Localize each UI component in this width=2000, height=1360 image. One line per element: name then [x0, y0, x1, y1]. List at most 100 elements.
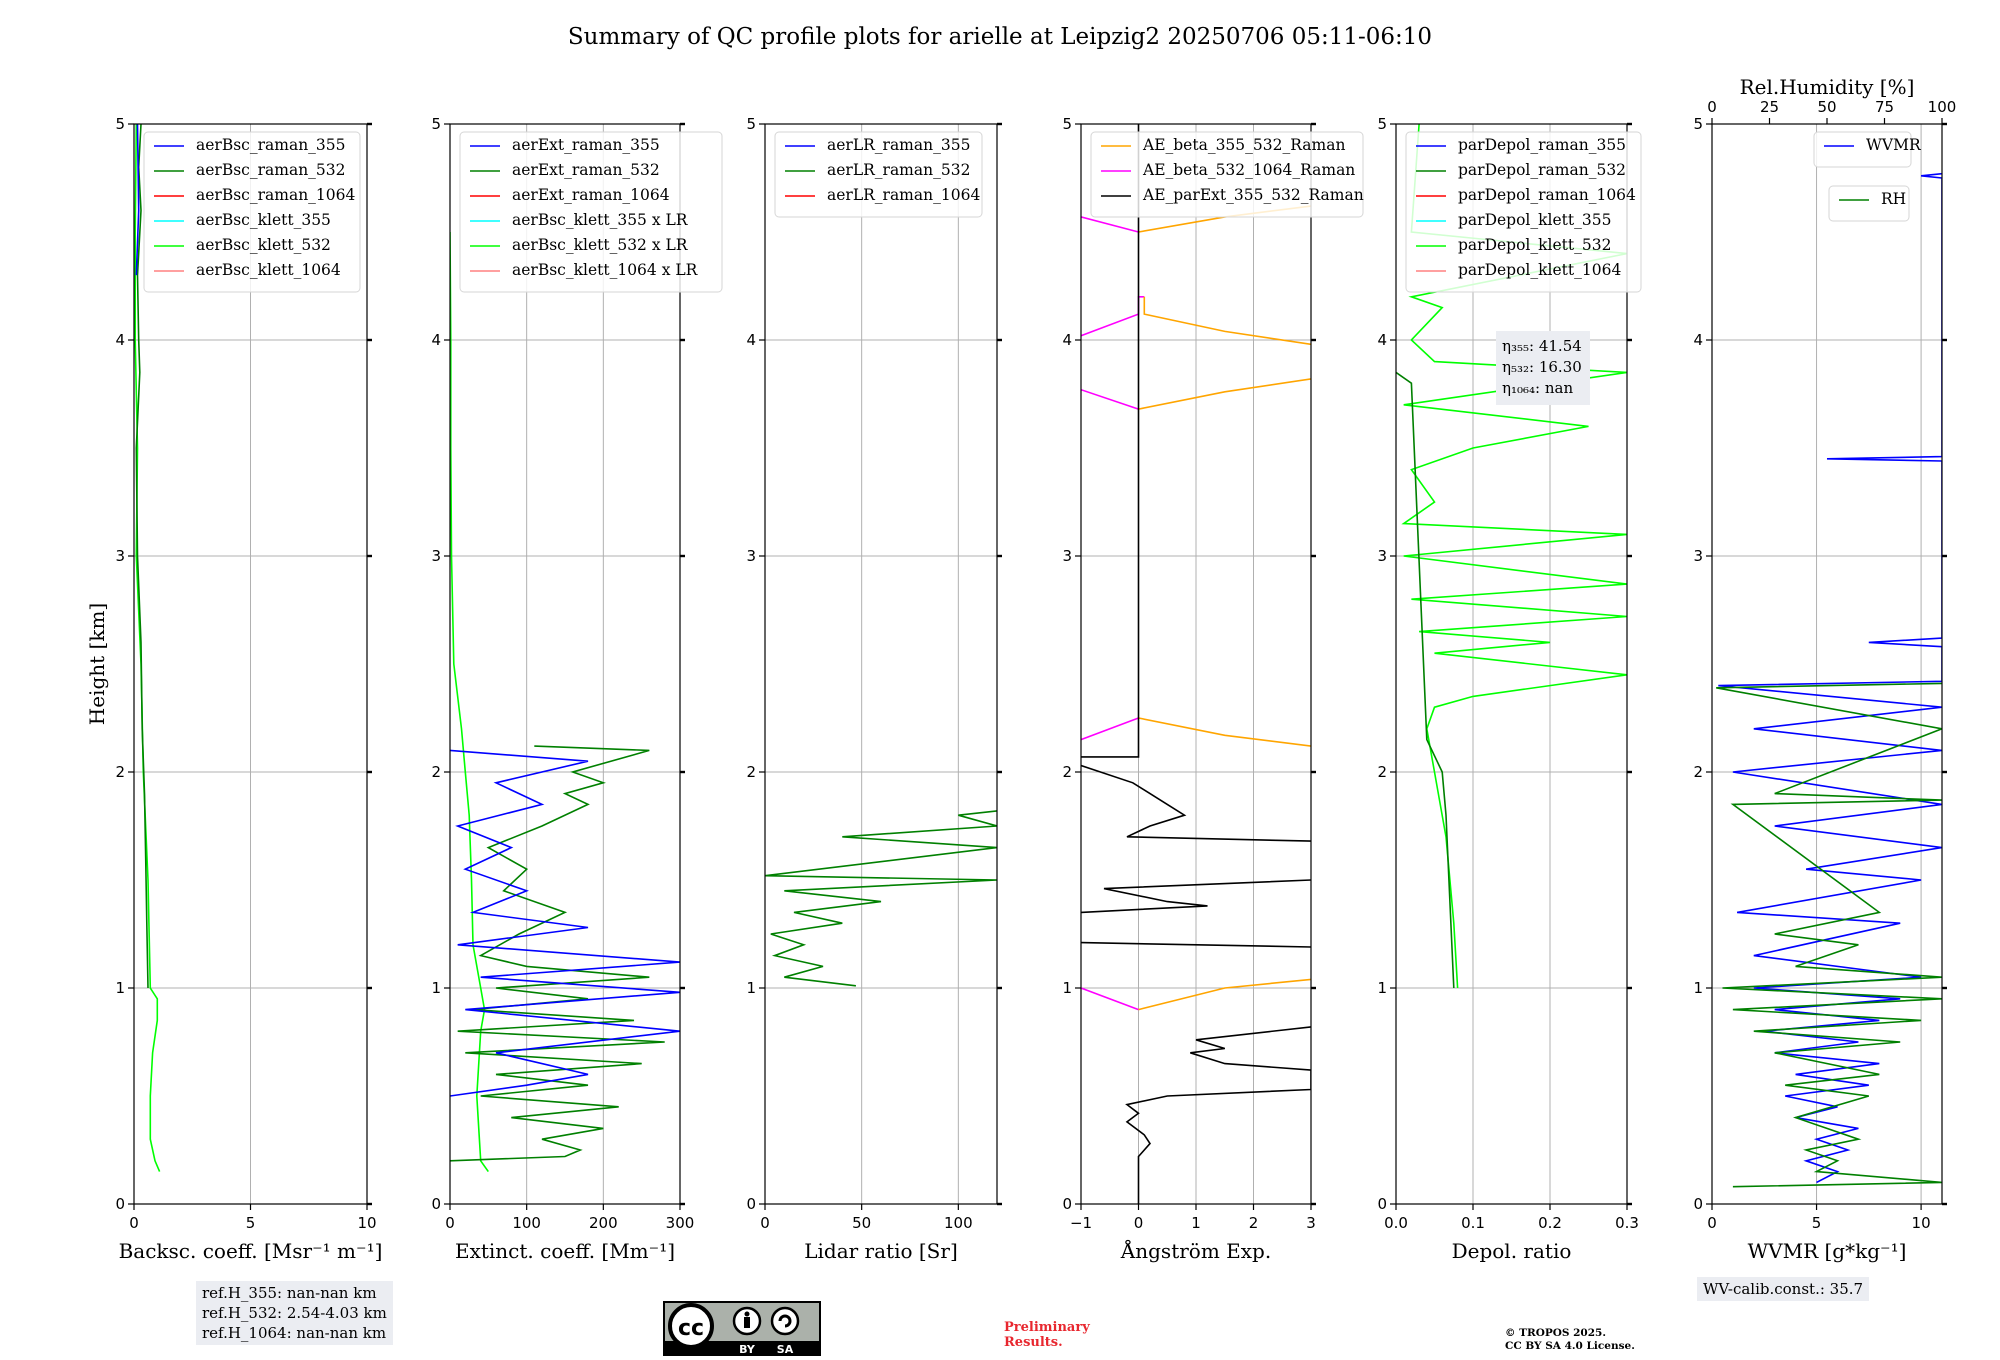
- reference-height-box: ref.H_355: nan-nan km ref.H_532: 2.54-4.…: [196, 1281, 393, 1345]
- copyright-line-1: © TROPOS 2025.: [1505, 1327, 1607, 1339]
- legend-entry: AE_parExt_355_532_Raman: [1142, 186, 1364, 204]
- legend-entry: parDepol_raman_532: [1458, 161, 1626, 179]
- legend-entry: aerBsc_klett_532 x LR: [512, 236, 689, 254]
- legend-frame: [774, 131, 983, 218]
- top-x-tick-label: 0: [1707, 98, 1717, 116]
- chart-legend: WVMR: [1813, 131, 1922, 168]
- x-tick-label: 10: [1912, 1214, 1931, 1232]
- y-tick-label: 2: [746, 763, 756, 781]
- legend-entry: aerBsc_klett_532: [196, 236, 331, 254]
- top-x-tick-label: 100: [1928, 98, 1957, 116]
- x-axis-label: Ångström Exp.: [1120, 1238, 1271, 1263]
- x-tick-label: 2: [1249, 1214, 1259, 1232]
- axes-frame: [1711, 123, 1943, 1205]
- axes-frame: [764, 123, 998, 1205]
- series-parDepol_klett_532: [1401, 124, 1627, 989]
- y-tick-label: 3: [431, 547, 441, 565]
- chart-legend: parDepol_raman_355 parDepol_raman_532 parD…: [1405, 131, 1642, 293]
- series-aerBsc_raman_355: [135, 124, 140, 276]
- y-tick-label: 2: [431, 763, 441, 781]
- x-axis-label: Backsc. coeff. [Msr⁻¹ m⁻¹]: [119, 1239, 383, 1263]
- y-tick-label: 5: [115, 115, 125, 133]
- x-tick-label: 50: [852, 1214, 871, 1232]
- top-x-tick-label: 25: [1760, 98, 1779, 116]
- chart-legend: aerBsc_raman_355 aerBsc_raman_532 aerBsc_r…: [143, 131, 361, 293]
- x-tick-label: 0: [1134, 1214, 1144, 1232]
- x-tick-label: 0: [129, 1214, 139, 1232]
- y-tick-label: 0: [746, 1195, 756, 1213]
- legend-frame: [1090, 131, 1364, 218]
- legend-entry: parDepol_klett_355: [1458, 211, 1611, 229]
- legend-entry: WVMR: [1866, 136, 1922, 154]
- series-aerExt_raman_355: [450, 749, 680, 1097]
- series-aerBsc_klett_532: [134, 124, 161, 1172]
- legend-frame: [143, 131, 361, 293]
- preliminary-line-2: Results.: [1004, 1335, 1063, 1350]
- y-tick-label: 1: [115, 979, 125, 997]
- chart-legend: aerLR_raman_355 aerLR_raman_532 aerLR_rama…: [774, 131, 983, 218]
- x-tick-label: 0: [445, 1214, 455, 1232]
- x-tick-label: 0: [760, 1214, 770, 1232]
- cc-sa-label: SA: [777, 1343, 794, 1356]
- legend-entry: aerLR_raman_532: [827, 161, 970, 179]
- y-tick-label: 0: [431, 1195, 441, 1213]
- series-aerExt_raman_532: [450, 745, 665, 1162]
- legend-frame: [1828, 185, 1910, 222]
- series-AE_parExt_355_532_Raman: [1125, 1026, 1311, 1204]
- x-tick-label: 200: [589, 1214, 618, 1232]
- y-tick-label: 2: [1062, 763, 1072, 781]
- y-axis-label: Height [km]: [85, 603, 109, 725]
- legend-entry: aerExt_raman_532: [512, 161, 660, 179]
- y-tick-label: 1: [1377, 979, 1387, 997]
- sa-sharealike-icon: [770, 1306, 800, 1336]
- x-tick-label: 100: [512, 1214, 541, 1232]
- legend-entry: aerBsc_raman_532: [196, 161, 346, 179]
- x-tick-label: 1: [1191, 1214, 1201, 1232]
- series-AE_parExt_355_532_Raman: [1081, 879, 1311, 914]
- legend-entry: parDepol_raman_355: [1458, 136, 1626, 154]
- series-aerBsc_raman_532: [135, 124, 149, 989]
- chart-legend: aerExt_raman_355 aerExt_raman_532 aerExt_r…: [459, 131, 723, 293]
- cc-label: cc: [678, 1316, 704, 1341]
- y-tick-label: 0: [1377, 1195, 1387, 1213]
- legend-entry: aerExt_raman_1064: [512, 186, 670, 204]
- y-tick-label: 4: [1693, 331, 1703, 349]
- y-tick-label: 3: [115, 547, 125, 565]
- x-tick-label: −1: [1070, 1214, 1092, 1232]
- legend-entry: AE_beta_532_1064_Raman: [1142, 161, 1355, 179]
- legend-frame: [1405, 131, 1642, 293]
- legend-entry: aerBsc_klett_1064: [196, 261, 341, 279]
- x-tick-label: 0.1: [1461, 1214, 1485, 1232]
- eta-value: η₁₀₆₄: nan: [1502, 379, 1573, 397]
- x-tick-label: 3: [1306, 1214, 1316, 1232]
- y-tick-label: 5: [1693, 115, 1703, 133]
- cc-by-sa-badge: cc BY SA: [663, 1301, 821, 1356]
- chart-legend: AE_beta_355_532_Raman AE_beta_532_1064_Ra…: [1090, 131, 1364, 218]
- y-tick-label: 1: [1062, 979, 1072, 997]
- legend-entry: aerBsc_raman_1064: [196, 186, 356, 204]
- copyright-note: © TROPOS 2025. CC BY SA 4.0 License.: [1505, 1327, 1635, 1353]
- axes-frame: [449, 123, 681, 1205]
- series-AE_parExt_355_532_Raman: [1081, 124, 1140, 758]
- x-tick-label: 10: [357, 1214, 376, 1232]
- series-AE_beta_532_1064_Raman: [1081, 987, 1139, 1011]
- preliminary-line-1: Preliminary: [1004, 1320, 1090, 1335]
- series-AE_beta_355_532_Raman: [1143, 296, 1311, 346]
- x-tick-label: 100: [944, 1214, 973, 1232]
- ref-h-532: ref.H_532: 2.54-4.03 km: [202, 1304, 387, 1322]
- top-x-tick-label: 75: [1875, 98, 1894, 116]
- info-box-frame: [1496, 331, 1590, 405]
- y-tick-label: 1: [431, 979, 441, 997]
- y-tick-label: 2: [1693, 763, 1703, 781]
- wv-calibration-box: WV-calib.const.: 35.7: [1697, 1277, 1870, 1301]
- x-tick-label: 0.0: [1384, 1214, 1408, 1232]
- legend-entry: aerBsc_klett_1064 x LR: [512, 261, 699, 279]
- ref-h-1064: ref.H_1064: nan-nan km: [202, 1324, 387, 1342]
- x-tick-label: 5: [1812, 1214, 1822, 1232]
- x-axis-label: Lidar ratio [Sr]: [804, 1239, 958, 1263]
- series-AE_beta_532_1064_Raman: [1081, 216, 1139, 233]
- x-tick-label: 5: [246, 1214, 256, 1232]
- chart-panel-5: 0 1 2 3 4 5 0.0 0.1 0.2 0.3 Depol. ratio parDepol_r…: [1377, 115, 1642, 1263]
